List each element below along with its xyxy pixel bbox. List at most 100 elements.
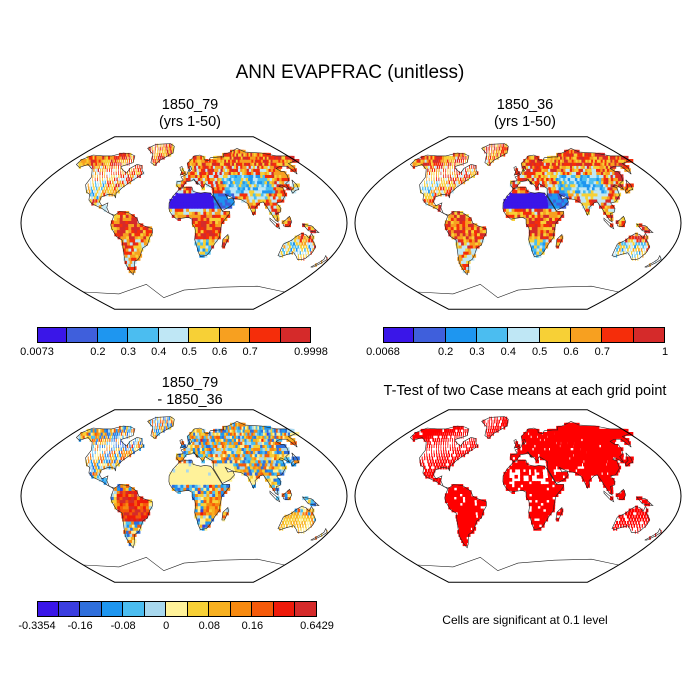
grid-cell	[556, 180, 561, 185]
grid-cell	[581, 186, 587, 191]
grid-cell	[631, 254, 633, 258]
grid-cell	[136, 174, 139, 178]
grid-cell	[451, 214, 455, 218]
grid-cell	[121, 450, 123, 455]
grid-cell	[543, 229, 547, 234]
grid-cell	[244, 453, 250, 458]
grid-cell	[424, 155, 428, 160]
grid-cell	[638, 520, 640, 525]
grid-cell	[503, 198, 507, 203]
grid-cell	[454, 183, 457, 188]
grid-cell	[594, 198, 599, 203]
grid-cell	[300, 257, 302, 261]
grid-cell	[183, 205, 187, 209]
grid-cell	[197, 435, 201, 439]
grid-cell	[109, 168, 110, 172]
grid-cell	[109, 441, 110, 445]
panel-1-title: 1850_79 (yrs 1-50)	[20, 97, 360, 131]
grid-cell	[178, 456, 182, 461]
grid-cell	[241, 189, 246, 194]
grid-cell	[122, 517, 127, 522]
grid-cell	[230, 444, 236, 448]
grid-cell	[197, 171, 201, 175]
grid-cell	[276, 223, 280, 228]
grid-cell	[236, 174, 242, 178]
grid-cell	[462, 177, 464, 182]
grid-cell	[477, 235, 481, 240]
grid-cell	[135, 165, 137, 169]
grid-cell	[600, 474, 606, 479]
grid-cell	[455, 177, 457, 182]
grid-cell	[438, 478, 442, 482]
grid-cell	[172, 149, 174, 154]
grid-cell	[104, 205, 108, 209]
grid-cell	[622, 244, 625, 249]
grid-cell	[529, 159, 533, 163]
grid-cell	[206, 238, 210, 243]
grid-cell	[97, 456, 100, 461]
grid-cell	[217, 453, 222, 458]
grid-cell	[508, 201, 513, 206]
grid-cell	[195, 159, 199, 163]
grid-cell	[284, 177, 290, 182]
grid-cell	[290, 241, 293, 246]
grid-cell	[436, 171, 437, 175]
grid-cell	[538, 192, 543, 197]
grid-cell	[625, 238, 628, 243]
grid-cell	[233, 189, 238, 194]
grid-cell	[226, 183, 231, 188]
grid-cell	[220, 441, 225, 445]
grid-cell	[137, 226, 141, 231]
grid-cell	[302, 251, 304, 255]
grid-cell	[445, 186, 448, 191]
grid-cell	[534, 177, 538, 182]
grid-cell	[423, 192, 426, 197]
grid-cell	[250, 205, 255, 209]
grid-cell	[509, 198, 513, 203]
grid-cell	[227, 453, 232, 458]
grid-cell	[500, 146, 502, 151]
grid-cell	[227, 174, 232, 178]
grid-cell	[451, 508, 456, 513]
grid-cell	[492, 146, 494, 151]
grid-cell	[447, 490, 452, 494]
grid-cell	[82, 435, 86, 439]
grid-cell	[124, 152, 127, 157]
grid-cell	[92, 447, 94, 451]
grid-cell	[211, 205, 216, 209]
grid-cell	[202, 244, 206, 249]
grid-cell	[180, 214, 184, 218]
grid-cell	[533, 520, 537, 525]
grid-cell	[608, 198, 613, 203]
grid-cell	[486, 149, 487, 154]
grid-cell	[247, 453, 252, 458]
grid-cell	[280, 444, 287, 448]
grid-cell	[116, 162, 118, 166]
grid-cell	[116, 432, 119, 436]
grid-cell	[115, 189, 118, 194]
grid-cell	[540, 484, 544, 488]
grid-cell	[125, 520, 130, 525]
grid-cell	[543, 487, 547, 491]
panel-2-title: 1850_36 (yrs 1-50)	[355, 97, 695, 131]
grid-cell	[302, 244, 305, 249]
grid-cell	[194, 428, 198, 433]
grid-cell	[437, 465, 440, 470]
grid-cell	[520, 487, 524, 491]
grid-cell	[566, 195, 571, 200]
grid-cell	[202, 474, 207, 479]
grid-cell	[321, 533, 323, 537]
grid-cell	[431, 177, 432, 182]
grid-cell	[99, 447, 101, 451]
grid-cell	[459, 232, 464, 237]
grid-cell	[203, 171, 208, 175]
grid-cell	[287, 493, 292, 497]
grid-cell	[526, 493, 530, 497]
grid-cell	[138, 241, 143, 246]
grid-cell	[158, 143, 160, 148]
grid-cell	[211, 168, 216, 172]
grid-cell	[98, 155, 102, 160]
grid-cell	[140, 238, 145, 243]
grid-cell	[459, 536, 465, 540]
grid-cell	[568, 468, 573, 473]
